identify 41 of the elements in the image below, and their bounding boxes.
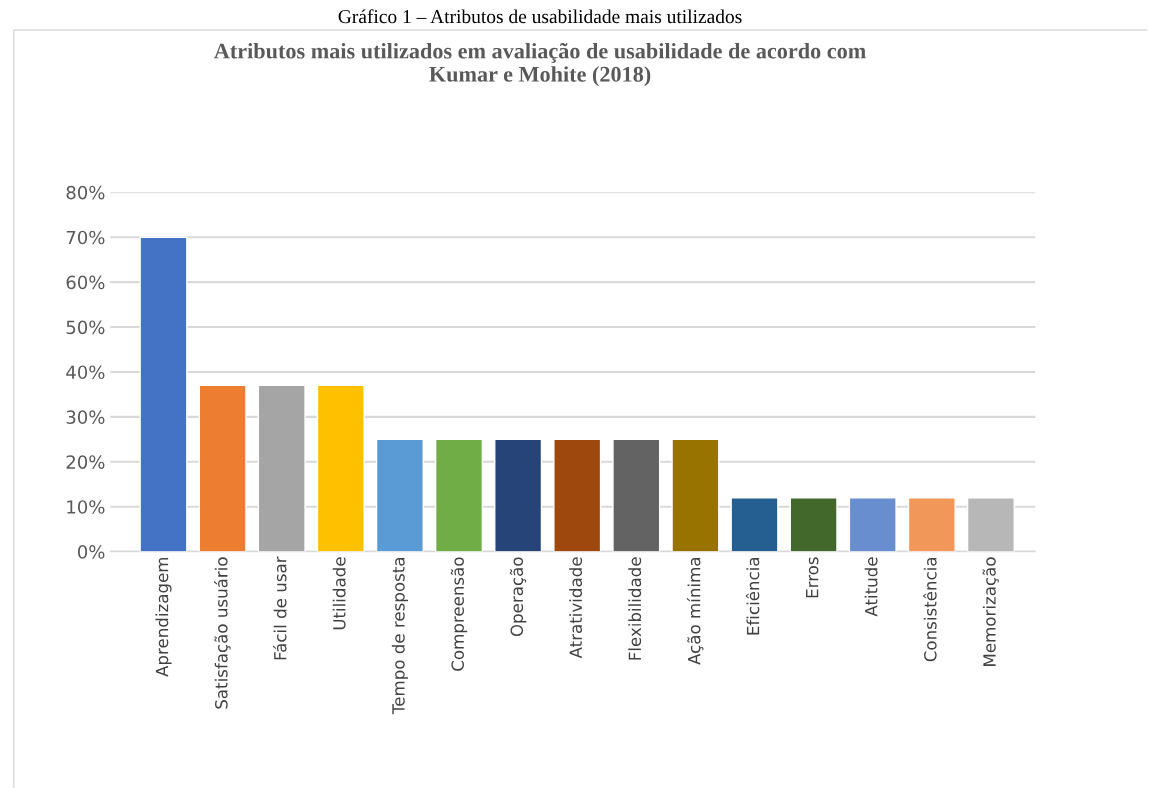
x-tick-label: Flexibilidade bbox=[628, 557, 642, 660]
x-tick-label: Aprendizagem bbox=[155, 557, 172, 677]
x-tick-label: Eficiência bbox=[745, 557, 760, 635]
y-tick-label: 60% bbox=[66, 275, 105, 290]
bar bbox=[848, 497, 897, 552]
x-tick-label: Atitude bbox=[864, 557, 878, 617]
y-tick-label: 10% bbox=[67, 500, 105, 514]
x-tick-label: Consistência bbox=[923, 557, 937, 662]
x-tick-label: Satisfação usuário bbox=[214, 557, 231, 709]
text: Gráfico 1 – Atributos de usabilidade mais utilizados bbox=[338, 9, 742, 24]
y-tick-label: 80% bbox=[66, 185, 105, 200]
bar bbox=[198, 384, 247, 552]
x-tick-label: Tempo de resposta bbox=[391, 557, 408, 715]
y-tick-label: 50% bbox=[66, 320, 105, 335]
bar bbox=[907, 497, 956, 552]
y-tick-label: 30% bbox=[66, 410, 105, 424]
y-tick-label: 70% bbox=[66, 230, 105, 245]
x-tick-label: Compreensão bbox=[450, 557, 468, 671]
bar bbox=[434, 438, 484, 552]
bar bbox=[494, 438, 543, 552]
bar bbox=[139, 236, 188, 552]
y-tick-label: 0% bbox=[77, 545, 105, 559]
bar bbox=[316, 384, 365, 552]
bar bbox=[612, 438, 661, 552]
x-tick-label: Operação bbox=[509, 557, 527, 637]
bar bbox=[789, 497, 838, 552]
bar bbox=[730, 497, 779, 552]
bar bbox=[375, 438, 424, 552]
y-tick-label: 40% bbox=[66, 365, 105, 380]
x-tick-label: Ação mínima bbox=[686, 557, 704, 665]
x-tick-label: Memorização bbox=[982, 557, 999, 666]
x-tick-label: Atratividade bbox=[569, 557, 583, 659]
y-tick-label: 20% bbox=[66, 455, 105, 469]
bar bbox=[257, 384, 306, 552]
x-tick-label: Fácil de usar bbox=[272, 556, 287, 660]
bar bbox=[553, 438, 602, 552]
x-tick-label: Utilidade bbox=[332, 557, 346, 630]
bar bbox=[671, 438, 720, 552]
bar bbox=[966, 497, 1015, 552]
chart-title: Atributos mais utilizados em avaliação de usabilidade de acordo com Kumar e Mohite (2018) bbox=[214, 42, 866, 87]
x-tick-label: Erros bbox=[806, 557, 819, 598]
